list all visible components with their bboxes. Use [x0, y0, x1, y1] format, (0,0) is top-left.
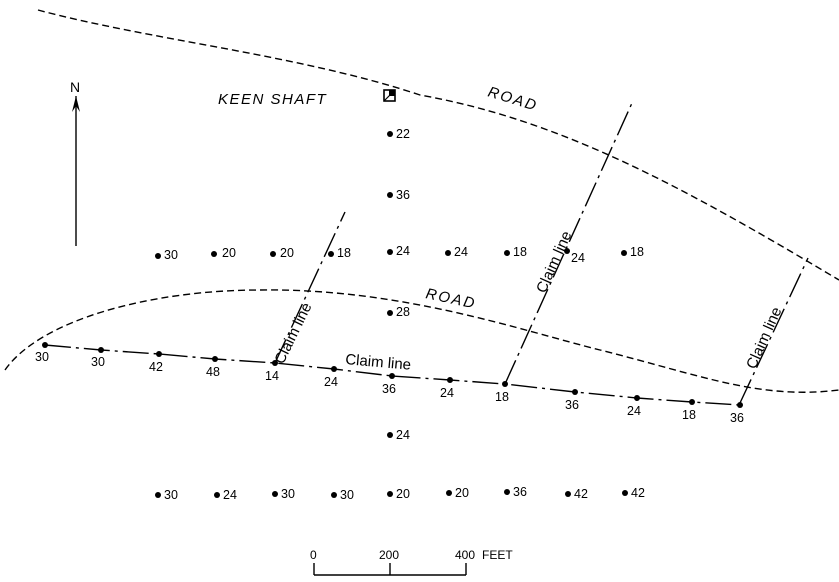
sample-value: 14: [265, 369, 279, 383]
sample-dot: [446, 490, 452, 496]
sample-value: 20: [222, 246, 236, 260]
sample-value: 30: [164, 488, 178, 502]
sample-dot: [572, 389, 578, 395]
sample-dot: [389, 373, 395, 379]
claim-line-3-label: Claim line: [743, 305, 785, 372]
claim-line-4-label: Claim line: [345, 351, 412, 374]
sample-dot: [156, 351, 162, 357]
road-north-label: ROAD: [486, 84, 540, 115]
sample-value: 42: [574, 487, 588, 501]
sample-value: 18: [682, 408, 696, 422]
sample-dot: [387, 432, 393, 438]
sample-dots: [42, 131, 743, 498]
sample-value: 24: [454, 245, 468, 259]
sample-dot: [387, 131, 393, 137]
sample-value: 48: [206, 365, 220, 379]
sample-value: 18: [495, 390, 509, 404]
sample-value: 30: [35, 350, 49, 364]
scale-tick-200: 200: [379, 548, 399, 562]
sample-dot: [387, 192, 393, 198]
sample-value: 36: [730, 411, 744, 425]
sample-dot: [504, 489, 510, 495]
sample-value: 18: [513, 245, 527, 259]
sample-value: 30: [91, 355, 105, 369]
sample-dot: [387, 491, 393, 497]
sample-dot: [331, 366, 337, 372]
scale-tick-0: 0: [310, 548, 317, 562]
sample-value: 30: [340, 488, 354, 502]
sample-value: 36: [396, 188, 410, 202]
sample-dot: [212, 356, 218, 362]
road-middle-line: [4, 289, 839, 393]
sample-dot: [155, 492, 161, 498]
sample-dot: [272, 360, 278, 366]
sample-dot: [42, 342, 48, 348]
sample-values: 22 36 30 20 20 18 24 24 18 24 18 28 30 3…: [35, 127, 744, 502]
sample-value: 28: [396, 305, 410, 319]
sample-dot: [445, 250, 451, 256]
sample-dot: [622, 490, 628, 496]
sample-dot: [272, 491, 278, 497]
north-arrow-icon: [72, 96, 80, 246]
shaft-icon: [383, 89, 396, 102]
sample-value: 42: [631, 486, 645, 500]
sample-value: 42: [149, 360, 163, 374]
sample-dot: [689, 399, 695, 405]
sample-value: 30: [164, 248, 178, 262]
road-middle-label: ROAD: [424, 285, 478, 312]
sample-dot: [331, 492, 337, 498]
north-label: N: [70, 79, 80, 95]
scale-bar: [313, 563, 467, 576]
claim-line-1-label: Claim line: [271, 300, 315, 367]
sample-value: 30: [281, 487, 295, 501]
sample-dot: [387, 249, 393, 255]
sample-value: 36: [513, 485, 527, 499]
sample-value: 36: [565, 398, 579, 412]
sample-dot: [737, 402, 743, 408]
sample-value: 18: [337, 246, 351, 260]
claim-line-2: [504, 102, 633, 385]
road-north-line: [37, 9, 839, 281]
sample-value: 24: [223, 488, 237, 502]
sample-value: 24: [396, 244, 410, 258]
sample-dot: [504, 250, 510, 256]
claim-line-2-label: Claim line: [533, 229, 575, 296]
sample-value: 24: [396, 428, 410, 442]
sample-dot: [565, 491, 571, 497]
sample-value: 20: [280, 246, 294, 260]
sample-dot: [621, 250, 627, 256]
sample-value: 20: [396, 487, 410, 501]
scale-unit: FEET: [482, 548, 513, 562]
sample-dot: [634, 395, 640, 401]
sample-value: 24: [440, 386, 454, 400]
sample-dot: [270, 251, 276, 257]
sample-value: 20: [455, 486, 469, 500]
sample-dot: [387, 310, 393, 316]
sample-dot: [155, 253, 161, 259]
sample-value: 22: [396, 127, 410, 141]
sample-dot: [502, 381, 508, 387]
sample-dot: [328, 251, 334, 257]
sample-value: 24: [627, 404, 641, 418]
sample-dot: [98, 347, 104, 353]
sample-dot: [447, 377, 453, 383]
sample-value: 18: [630, 245, 644, 259]
claim-line-1: [274, 211, 346, 364]
sample-dot: [211, 251, 217, 257]
sample-value: 36: [382, 382, 396, 396]
sample-value: 24: [324, 375, 338, 389]
sample-dot: [214, 492, 220, 498]
keen-shaft-label: KEEN SHAFT: [218, 91, 328, 108]
claim-line-3: [739, 257, 809, 404]
sample-dot: [564, 248, 570, 254]
sample-value: 24: [571, 251, 585, 265]
scale-tick-400: 400: [455, 548, 475, 562]
